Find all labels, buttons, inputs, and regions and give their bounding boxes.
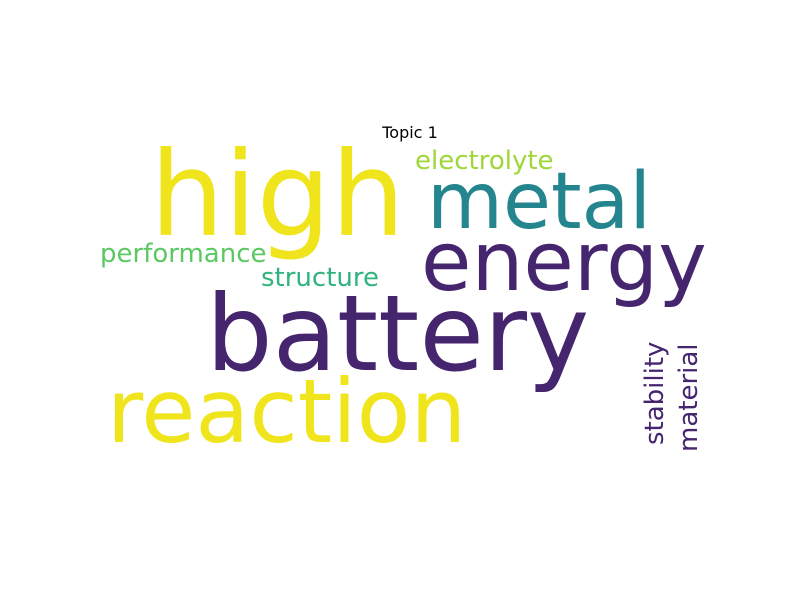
word-battery: battery	[206, 273, 590, 395]
word-high: high	[150, 126, 406, 263]
word-material: material	[674, 343, 704, 452]
word-electrolyte: electrolyte	[415, 146, 554, 176]
word-performance: performance	[100, 239, 267, 269]
figure-title: Topic 1	[382, 123, 438, 142]
word-energy: energy	[421, 215, 707, 310]
word-reaction: reaction	[107, 360, 467, 463]
word-structure: structure	[261, 263, 379, 293]
word-stability: stability	[640, 341, 670, 445]
word-metal: metal	[427, 157, 652, 247]
